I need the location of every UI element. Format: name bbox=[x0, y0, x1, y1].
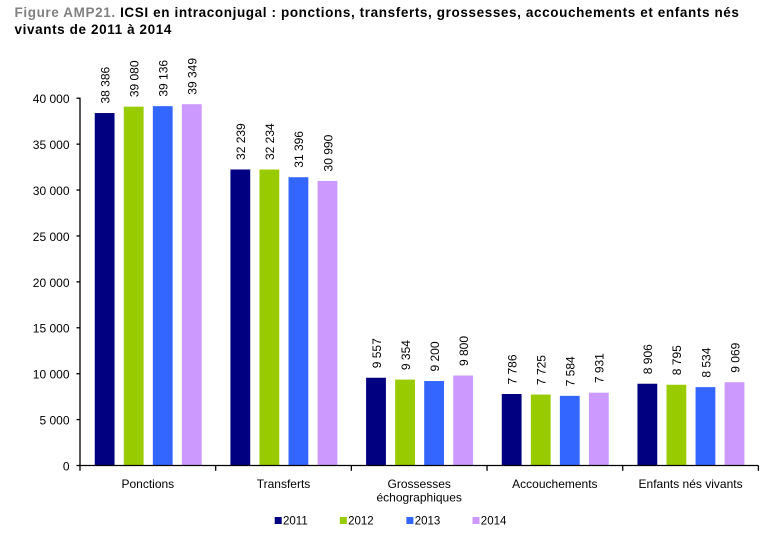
svg-text:9 200: 9 200 bbox=[428, 341, 442, 371]
svg-text:2013: 2013 bbox=[415, 515, 441, 527]
svg-text:30 990: 30 990 bbox=[321, 134, 335, 171]
svg-text:7 725: 7 725 bbox=[535, 355, 549, 385]
svg-text:15 000: 15 000 bbox=[33, 322, 70, 336]
svg-text:2012: 2012 bbox=[348, 515, 374, 527]
svg-text:9 069: 9 069 bbox=[728, 342, 742, 372]
svg-text:32 234: 32 234 bbox=[263, 123, 277, 160]
svg-text:7 584: 7 584 bbox=[564, 356, 578, 386]
svg-text:35 000: 35 000 bbox=[33, 138, 70, 152]
svg-text:Accouchements: Accouchements bbox=[512, 477, 597, 491]
svg-text:0: 0 bbox=[63, 459, 70, 473]
svg-text:Grossesses: Grossesses bbox=[388, 477, 451, 491]
svg-text:Enfants nés vivants: Enfants nés vivants bbox=[639, 477, 743, 491]
svg-text:8 906: 8 906 bbox=[641, 344, 655, 374]
svg-text:9 354: 9 354 bbox=[399, 340, 413, 370]
svg-text:25 000: 25 000 bbox=[33, 230, 70, 244]
svg-text:échographiques: échographiques bbox=[376, 490, 461, 504]
svg-text:5 000: 5 000 bbox=[39, 413, 69, 427]
svg-text:31 396: 31 396 bbox=[292, 131, 306, 168]
svg-text:40 000: 40 000 bbox=[33, 92, 70, 106]
svg-text:10 000: 10 000 bbox=[33, 368, 70, 382]
svg-text:39 136: 39 136 bbox=[157, 60, 171, 97]
svg-text:39 349: 39 349 bbox=[186, 58, 200, 95]
svg-text:7 931: 7 931 bbox=[593, 353, 607, 383]
svg-text:30 000: 30 000 bbox=[33, 184, 70, 198]
svg-text:8 534: 8 534 bbox=[699, 347, 713, 377]
svg-text:7 786: 7 786 bbox=[505, 354, 519, 384]
svg-text:20 000: 20 000 bbox=[33, 276, 70, 290]
svg-text:39 080: 39 080 bbox=[127, 60, 141, 97]
svg-text:2011: 2011 bbox=[283, 515, 308, 527]
svg-text:Ponctions: Ponctions bbox=[121, 477, 174, 491]
svg-text:2014: 2014 bbox=[481, 515, 507, 527]
svg-text:9 557: 9 557 bbox=[370, 338, 384, 368]
svg-text:9 800: 9 800 bbox=[457, 336, 471, 366]
svg-text:Transferts: Transferts bbox=[257, 477, 311, 491]
svg-text:8 795: 8 795 bbox=[670, 345, 684, 375]
svg-text:32 239: 32 239 bbox=[234, 123, 248, 160]
svg-text:38 386: 38 386 bbox=[98, 67, 112, 104]
